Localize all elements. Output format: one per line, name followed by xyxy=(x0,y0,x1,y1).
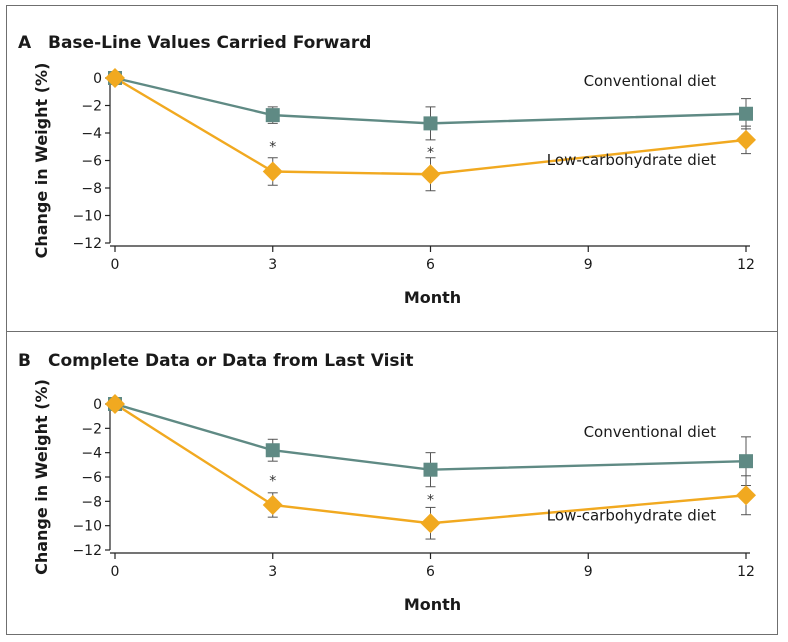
y-tick-label: −10 xyxy=(72,209,102,225)
panel-letter: A xyxy=(18,33,32,53)
x-tick-label: 3 xyxy=(268,564,277,580)
y-tick-label: −12 xyxy=(72,236,102,252)
y-axis-label: Change in Weight (%) xyxy=(32,63,51,259)
data-point-diamond xyxy=(262,161,283,182)
series-line-2 xyxy=(114,402,747,525)
x-tick-label: 9 xyxy=(584,257,593,273)
figure-frame xyxy=(6,5,778,635)
data-point-diamond xyxy=(736,129,756,150)
x-tick-label: 12 xyxy=(737,564,755,580)
panel-title: Complete Data or Data from Last Visit xyxy=(48,351,413,371)
data-point-diamond xyxy=(262,494,283,515)
data-point-square xyxy=(739,454,753,469)
y-tick-label: −8 xyxy=(81,494,102,510)
data-point-diamond xyxy=(420,164,441,185)
y-tick-label: −2 xyxy=(81,99,102,115)
y-tick-label: 0 xyxy=(93,397,102,413)
data-point-square xyxy=(739,106,753,121)
data-point-square xyxy=(265,108,280,123)
x-axis-label: Month xyxy=(404,288,461,307)
data-point-diamond xyxy=(105,68,125,88)
x-tick-label: 0 xyxy=(111,564,120,580)
panel-divider xyxy=(6,331,778,332)
series-line-2 xyxy=(114,76,747,176)
series-label-2: Low-carbohydrate diet xyxy=(547,506,716,524)
significance-asterisk: * xyxy=(269,139,276,155)
y-tick-label: 0 xyxy=(93,71,102,87)
y-tick-label: −8 xyxy=(81,181,102,197)
x-tick-label: 9 xyxy=(584,564,593,580)
significance-asterisk: * xyxy=(427,492,434,508)
data-point-diamond xyxy=(736,485,756,506)
series-line-1 xyxy=(114,76,747,125)
data-point-square xyxy=(423,116,438,131)
y-tick-label: −4 xyxy=(81,446,102,462)
series-label-1: Conventional diet xyxy=(584,72,717,90)
significance-asterisk: * xyxy=(269,474,276,490)
panel-b-chart: B Complete Data or Data from Last Visit0−… xyxy=(18,351,756,614)
series-label-1: Conventional diet xyxy=(584,423,717,441)
data-point-diamond xyxy=(105,394,125,414)
y-tick-label: −2 xyxy=(81,421,102,437)
x-tick-label: 3 xyxy=(268,257,277,273)
x-tick-label: 0 xyxy=(111,257,120,273)
series-label-2: Low-carbohydrate diet xyxy=(547,151,716,169)
x-axis-label: Month xyxy=(404,595,461,614)
y-axis-label: Change in Weight (%) xyxy=(32,379,51,575)
panel-letter: B xyxy=(18,351,31,371)
x-tick-label: 12 xyxy=(737,257,755,273)
y-tick-label: −10 xyxy=(72,519,102,535)
data-point-diamond xyxy=(420,513,441,534)
panel-title: Base-Line Values Carried Forward xyxy=(48,33,371,53)
series-line-1 xyxy=(114,402,747,471)
y-tick-label: −12 xyxy=(72,543,102,559)
x-tick-label: 6 xyxy=(426,257,435,273)
data-point-square xyxy=(265,443,280,458)
x-tick-label: 6 xyxy=(426,564,435,580)
panel-a-chart: A Base-Line Values Carried Forward 0 −2 −4 −6… xyxy=(18,33,756,307)
y-tick-label: −6 xyxy=(81,470,102,486)
y-tick-label: −6 xyxy=(81,154,102,170)
significance-asterisk: * xyxy=(427,145,434,161)
y-tick-label: −4 xyxy=(81,126,102,142)
data-point-square xyxy=(423,462,438,477)
